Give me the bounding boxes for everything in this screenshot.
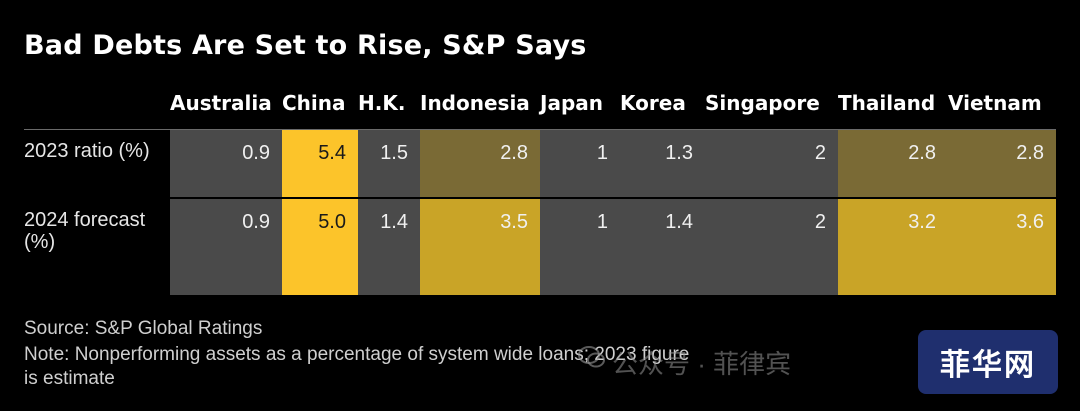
watermark-text: 公众号 · 菲律宾	[612, 349, 792, 379]
column-header-korea: Korea	[620, 91, 686, 115]
wechat-icon	[578, 346, 605, 368]
column-header-h-k: H.K.	[358, 91, 406, 115]
column-header-japan: Japan	[540, 91, 603, 115]
source-note: Source: S&P Global Ratings	[24, 318, 263, 339]
table-cell: 3.2	[838, 199, 948, 295]
column-header-thailand: Thailand	[838, 91, 936, 115]
table-cell: 3.6	[948, 199, 1056, 295]
row-label-2023: 2023 ratio (%)	[24, 140, 150, 162]
table-cell: 1.4	[620, 199, 705, 295]
table-cell: 1.5	[358, 130, 420, 197]
table-cell: 2.8	[838, 130, 948, 197]
footnote-line-1: Note: Nonperforming assets as a percenta…	[24, 344, 690, 365]
header-rule	[24, 129, 1056, 130]
chart-title: Bad Debts Are Set to Rise, S&P Says	[24, 30, 587, 61]
table-cell: 0.9	[170, 130, 282, 197]
site-badge: 菲华网	[918, 330, 1058, 394]
table-cell: 5.4	[282, 130, 358, 197]
column-header-australia: Australia	[170, 91, 272, 115]
column-header-singapore: Singapore	[705, 91, 820, 115]
table-cell: 1.3	[620, 130, 705, 197]
column-header-china: China	[282, 91, 346, 115]
table-cell: 2.8	[948, 130, 1056, 197]
column-header-vietnam: Vietnam	[948, 91, 1042, 115]
table-cell: 1.4	[358, 199, 420, 295]
column-header-indonesia: Indonesia	[420, 91, 530, 115]
footnote-line-2: is estimate	[24, 368, 115, 389]
table-cell: 1	[540, 130, 620, 197]
table-cell: 1	[540, 199, 620, 295]
table-cell: 2	[705, 130, 838, 197]
table-cell: 2.8	[420, 130, 540, 197]
table-cell: 5.0	[282, 199, 358, 295]
row-label-2024: 2024 forecast (%)	[24, 209, 146, 253]
table-cell: 3.5	[420, 199, 540, 295]
table-cell: 0.9	[170, 199, 282, 295]
table-cell: 2	[705, 199, 838, 295]
